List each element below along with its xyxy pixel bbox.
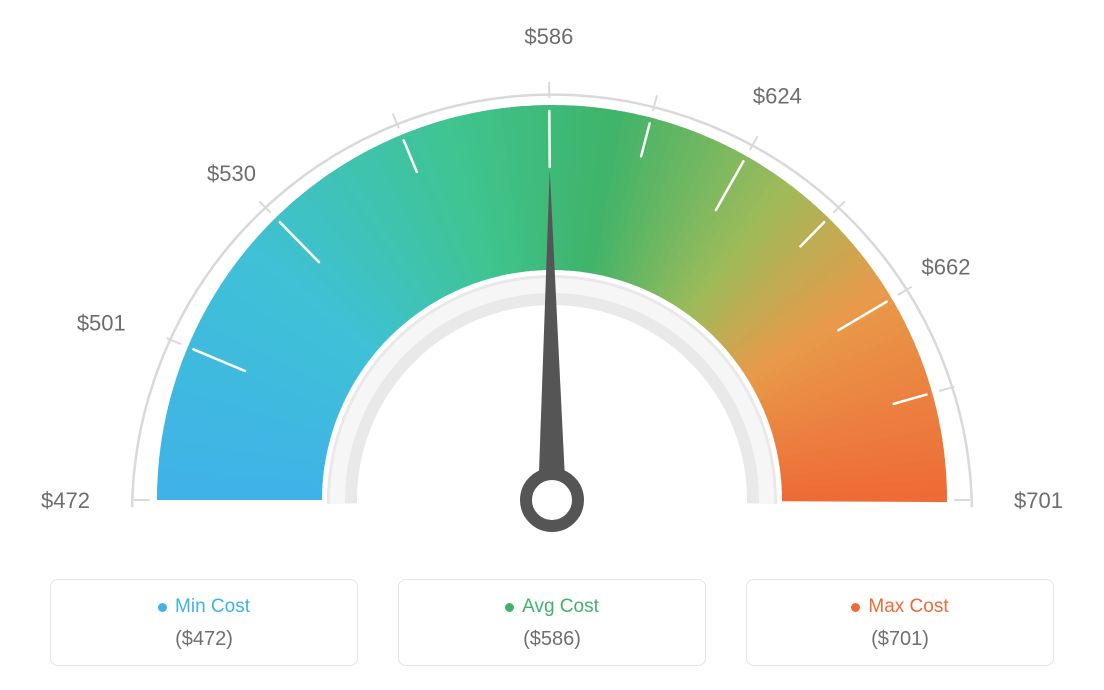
legend-value-avg: ($586): [409, 628, 695, 651]
dot-icon-min: [158, 603, 167, 612]
legend-title-avg: Avg Cost: [505, 596, 599, 618]
svg-text:$662: $662: [922, 254, 971, 279]
svg-text:$501: $501: [77, 311, 126, 336]
gauge-area: $472 $501 $530 $586 $624 $662 $701: [0, 0, 1104, 560]
dot-icon-max: [851, 603, 860, 612]
legend-row: Min Cost ($472) Avg Cost ($586) Max Cost…: [0, 579, 1104, 666]
svg-text:$472: $472: [41, 488, 90, 513]
dot-icon-avg: [505, 603, 514, 612]
legend-value-min: ($472): [61, 628, 347, 651]
legend-title-min-text: Min Cost: [175, 596, 250, 618]
legend-title-max-text: Max Cost: [868, 596, 948, 618]
svg-text:$530: $530: [207, 161, 256, 186]
svg-text:$586: $586: [524, 24, 573, 49]
gauge-svg: $472 $501 $530 $586 $624 $662 $701: [0, 0, 1104, 560]
legend-value-max: ($701): [757, 628, 1043, 651]
legend-card-min: Min Cost ($472): [50, 579, 358, 666]
svg-text:$624: $624: [753, 83, 802, 108]
svg-text:$701: $701: [1014, 488, 1063, 513]
cost-gauge-widget: $472 $501 $530 $586 $624 $662 $701 Min Cost ($…: [0, 0, 1104, 690]
legend-title-avg-text: Avg Cost: [522, 596, 599, 618]
legend-card-max: Max Cost ($701): [746, 579, 1054, 666]
legend-title-max: Max Cost: [851, 596, 948, 618]
legend-card-avg: Avg Cost ($586): [398, 579, 706, 666]
legend-title-min: Min Cost: [158, 596, 250, 618]
